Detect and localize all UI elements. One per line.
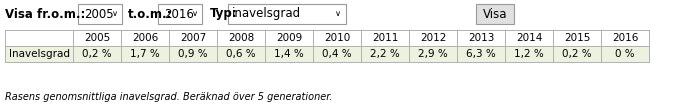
FancyBboxPatch shape xyxy=(476,4,514,24)
Text: ∨: ∨ xyxy=(192,10,198,18)
Text: 2010: 2010 xyxy=(324,33,350,43)
Text: Visa: Visa xyxy=(483,7,507,21)
Text: 2014: 2014 xyxy=(516,33,542,43)
Text: 1,2 %: 1,2 % xyxy=(514,49,544,59)
Text: Visa fr.o.m.:: Visa fr.o.m.: xyxy=(5,7,85,21)
Text: 2012: 2012 xyxy=(420,33,446,43)
Text: 2006: 2006 xyxy=(132,33,158,43)
FancyBboxPatch shape xyxy=(228,4,346,24)
Text: t.o.m.:: t.o.m.: xyxy=(128,7,173,21)
FancyBboxPatch shape xyxy=(158,4,202,24)
Text: 0,4 %: 0,4 % xyxy=(322,49,352,59)
Text: 0,2 %: 0,2 % xyxy=(562,49,592,59)
FancyBboxPatch shape xyxy=(5,30,649,46)
Text: Inavelsgrad: Inavelsgrad xyxy=(9,49,70,59)
Text: 2013: 2013 xyxy=(468,33,494,43)
Text: inavelsgrad: inavelsgrad xyxy=(232,7,301,21)
Text: 1,4 %: 1,4 % xyxy=(274,49,304,59)
Text: 0,9 %: 0,9 % xyxy=(178,49,208,59)
Text: ∨: ∨ xyxy=(335,10,341,18)
Text: 2,2 %: 2,2 % xyxy=(370,49,400,59)
Text: 0,6 %: 0,6 % xyxy=(226,49,256,59)
FancyBboxPatch shape xyxy=(5,46,649,62)
Text: 2008: 2008 xyxy=(228,33,254,43)
Text: 2016: 2016 xyxy=(612,33,638,43)
Text: ∨: ∨ xyxy=(112,10,118,18)
Text: 2005: 2005 xyxy=(84,33,110,43)
Text: Rasens genomsnittliga inavelsgrad. Beräknad över 5 generationer.: Rasens genomsnittliga inavelsgrad. Beräk… xyxy=(5,92,332,102)
Text: 0 %: 0 % xyxy=(615,49,635,59)
Text: 2011: 2011 xyxy=(372,33,398,43)
Text: 2016: 2016 xyxy=(164,7,194,21)
Text: 0,2 %: 0,2 % xyxy=(82,49,112,59)
Text: 2007: 2007 xyxy=(180,33,206,43)
Text: 2,9 %: 2,9 % xyxy=(418,49,448,59)
Text: 2015: 2015 xyxy=(564,33,590,43)
Text: 2009: 2009 xyxy=(276,33,302,43)
Text: 6,3 %: 6,3 % xyxy=(466,49,496,59)
FancyBboxPatch shape xyxy=(78,4,122,24)
Text: Typ:: Typ: xyxy=(210,7,237,21)
Text: 2005: 2005 xyxy=(84,7,114,21)
Text: 1,7 %: 1,7 % xyxy=(130,49,160,59)
